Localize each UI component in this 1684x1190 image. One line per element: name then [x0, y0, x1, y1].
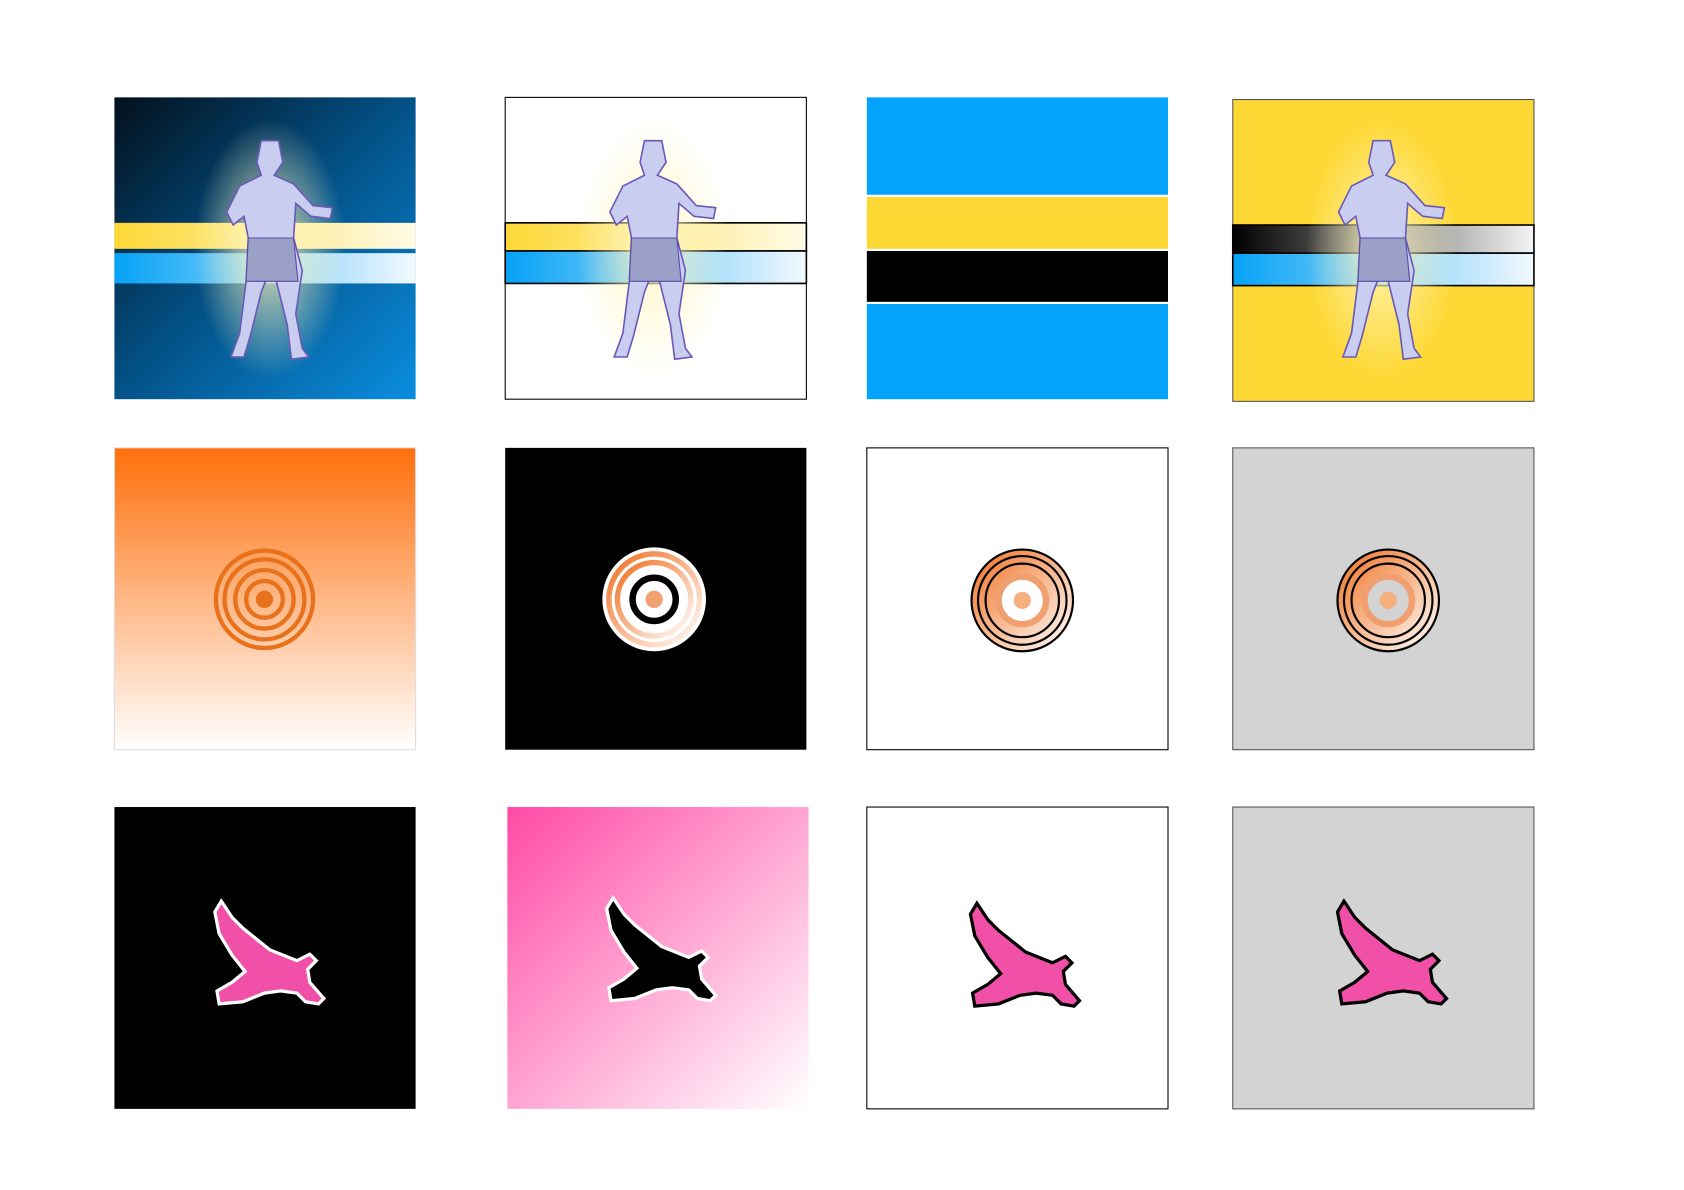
figure — [576, 118, 730, 380]
tile — [866, 447, 1169, 751]
target-rings — [1342, 554, 1434, 646]
stripe — [866, 97, 1169, 195]
tile — [866, 97, 1169, 400]
tile — [1231, 98, 1535, 402]
tile — [114, 97, 416, 400]
stripe — [866, 303, 1169, 400]
target-center — [645, 590, 663, 608]
figure — [1305, 118, 1459, 380]
tile — [1232, 806, 1535, 1110]
tile — [505, 447, 807, 750]
target — [213, 548, 316, 651]
tile — [507, 807, 809, 1109]
tile — [114, 807, 416, 1109]
target-rings — [976, 554, 1068, 646]
figure — [193, 118, 347, 380]
tile — [113, 447, 417, 751]
stripe — [866, 196, 1169, 249]
target-ring — [629, 574, 679, 625]
target-center — [1013, 591, 1031, 610]
tile — [866, 806, 1169, 1110]
tile — [504, 96, 808, 400]
target-center — [1379, 591, 1397, 610]
tile — [1232, 447, 1535, 751]
target-rings — [606, 551, 703, 648]
stripe — [866, 250, 1169, 302]
